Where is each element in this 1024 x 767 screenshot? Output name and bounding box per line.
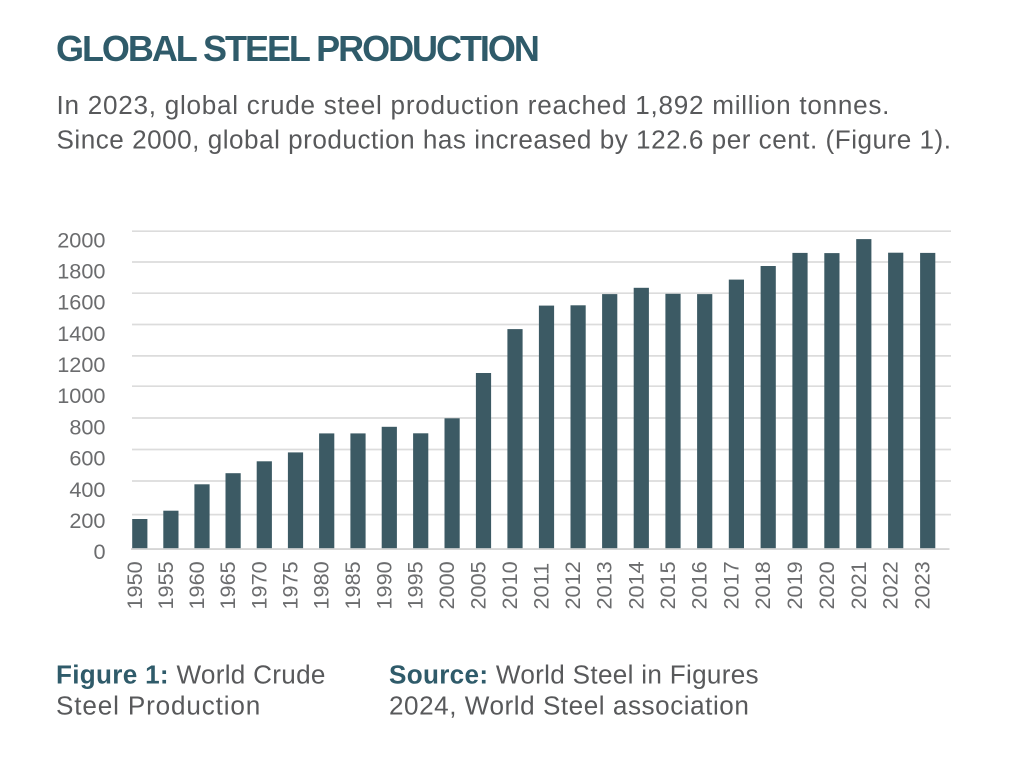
svg-text:2010: 2010 bbox=[497, 561, 522, 609]
svg-text:2005: 2005 bbox=[466, 561, 491, 609]
svg-text:200: 200 bbox=[69, 508, 105, 533]
svg-text:800: 800 bbox=[69, 414, 105, 439]
svg-text:2017: 2017 bbox=[718, 561, 743, 609]
svg-text:1400: 1400 bbox=[57, 321, 105, 346]
svg-text:GLOBAL STEEL PRODUCTION: GLOBAL STEEL PRODUCTION bbox=[56, 28, 538, 69]
svg-text:Steel Production: Steel Production bbox=[56, 691, 261, 721]
svg-text:2000: 2000 bbox=[57, 227, 105, 252]
svg-text:1600: 1600 bbox=[57, 290, 105, 315]
svg-text:1950: 1950 bbox=[122, 561, 147, 609]
svg-text:Source: World Steel in Figures: Source: World Steel in Figures bbox=[389, 659, 759, 689]
svg-text:2020: 2020 bbox=[814, 561, 839, 609]
svg-text:Figure 1: World Crude: Figure 1: World Crude bbox=[56, 659, 326, 689]
svg-text:400: 400 bbox=[69, 477, 105, 502]
svg-text:2014: 2014 bbox=[623, 561, 648, 609]
svg-text:1970: 1970 bbox=[246, 561, 271, 609]
svg-text:600: 600 bbox=[69, 446, 105, 471]
svg-text:2013: 2013 bbox=[592, 561, 617, 609]
svg-text:Since 2000, global production: Since 2000, global production has increa… bbox=[57, 125, 952, 155]
svg-text:1960: 1960 bbox=[184, 561, 209, 609]
svg-text:0: 0 bbox=[93, 539, 105, 564]
svg-text:2018: 2018 bbox=[750, 561, 775, 609]
svg-text:2023: 2023 bbox=[910, 561, 935, 609]
svg-text:1965: 1965 bbox=[215, 561, 240, 609]
svg-text:1995: 1995 bbox=[403, 561, 428, 609]
svg-text:2015: 2015 bbox=[655, 561, 680, 609]
svg-text:1990: 1990 bbox=[371, 561, 396, 609]
svg-text:1985: 1985 bbox=[340, 561, 365, 609]
svg-text:1980: 1980 bbox=[309, 561, 334, 609]
svg-text:2024, World Steel association: 2024, World Steel association bbox=[389, 691, 749, 721]
svg-text:2016: 2016 bbox=[687, 561, 712, 609]
svg-text:2021: 2021 bbox=[846, 561, 871, 609]
svg-text:1955: 1955 bbox=[153, 561, 178, 609]
svg-text:1800: 1800 bbox=[57, 259, 105, 284]
svg-text:2012: 2012 bbox=[560, 561, 585, 609]
svg-text:2022: 2022 bbox=[878, 561, 903, 609]
svg-text:In 2023, global crude steel pr: In 2023, global crude steel production r… bbox=[57, 90, 891, 120]
svg-text:1975: 1975 bbox=[278, 561, 303, 609]
svg-text:2000: 2000 bbox=[434, 561, 459, 609]
svg-text:1000: 1000 bbox=[57, 383, 105, 408]
svg-text:1200: 1200 bbox=[57, 352, 105, 377]
svg-text:2019: 2019 bbox=[782, 561, 807, 609]
svg-text:2011: 2011 bbox=[529, 563, 554, 610]
